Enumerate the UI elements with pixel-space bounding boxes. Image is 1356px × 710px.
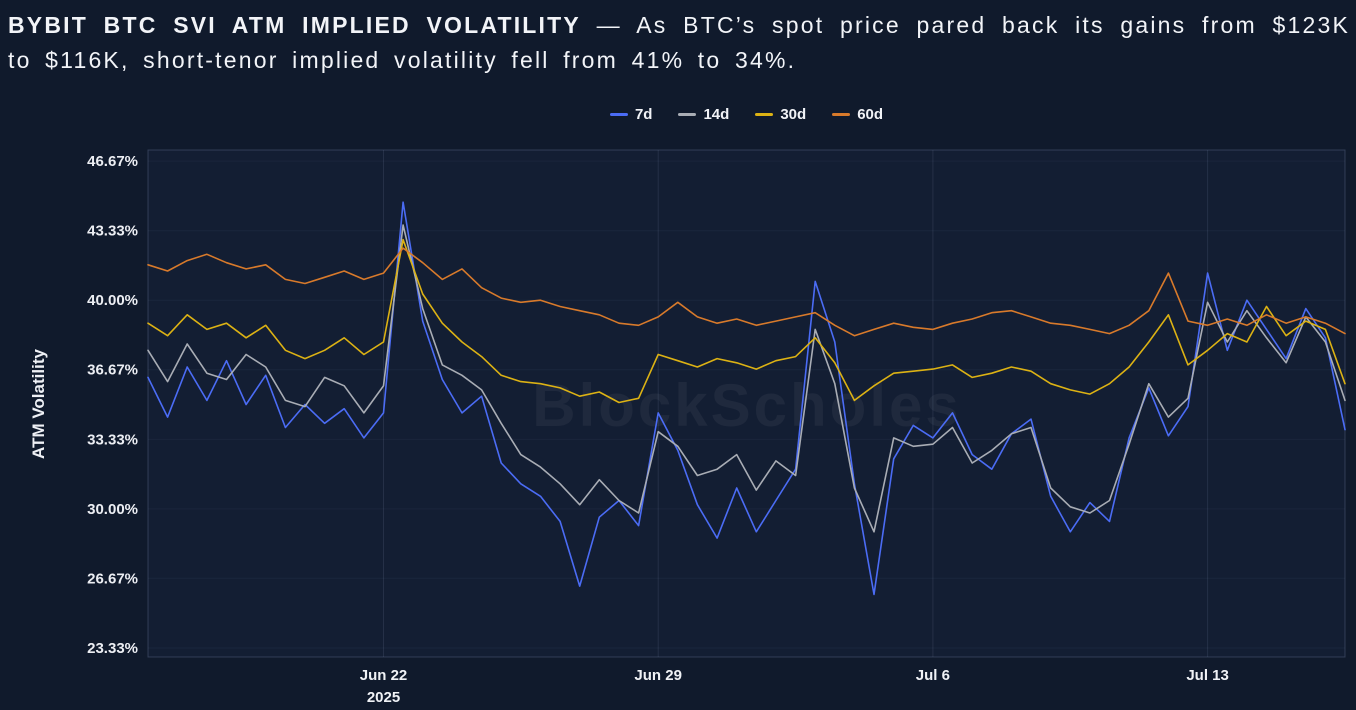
series-line-14d[interactable] — [147, 224, 1346, 533]
y-tick-label: 46.67% — [87, 153, 138, 170]
x-tick-label: Jun 22 — [360, 667, 408, 684]
y-tick-label: 23.33% — [87, 640, 138, 657]
legend-label-60d: 60d — [857, 106, 884, 123]
legend: 7d 14d 30d 60d — [148, 106, 1345, 123]
legend-item-60d[interactable]: 60d — [832, 106, 883, 123]
watermark: BlockScholes — [532, 372, 962, 439]
y-tick-label: 33.33% — [87, 431, 138, 448]
series-line-60d[interactable] — [147, 247, 1346, 337]
x-tick-label: Jun 29 — [634, 667, 682, 684]
legend-label-30d: 30d — [780, 106, 807, 123]
plot-area — [147, 149, 1346, 658]
legend-label-14d: 14d — [703, 106, 730, 123]
y-tick-label: 40.00% — [87, 292, 138, 309]
x-tick-sublabel: 2025 — [367, 689, 400, 706]
x-tick-label: Jul 13 — [1186, 667, 1229, 684]
legend-label-7d: 7d — [634, 106, 653, 123]
legend-item-7d[interactable]: 7d — [609, 106, 653, 123]
y-axis-title: ATM Volatility — [29, 349, 48, 459]
x-tick-label: Jul 6 — [916, 667, 950, 684]
y-tick-label: 36.67% — [87, 362, 138, 379]
y-tick-label: 26.67% — [87, 570, 138, 587]
legend-item-30d[interactable]: 30d — [755, 106, 806, 123]
legend-marker-14d-icon — [678, 113, 697, 116]
volatility-line-chart: 46.67% 43.33% 40.00% 36.67% 33.33% 30.00% 26.6… — [29, 149, 1346, 706]
title-description: — As BTC’s spot price pared back its gai… — [8, 12, 1351, 73]
legend-item-14d[interactable]: 14d — [678, 106, 729, 123]
legend-marker-30d-icon — [755, 113, 774, 116]
legend-marker-60d-icon — [832, 113, 851, 116]
y-tick-label: 30.00% — [87, 501, 138, 518]
legend-marker-7d-icon — [609, 113, 628, 116]
chart-title: BYBIT BTC SVI ATM IMPLIED VOLATILITY — A… — [8, 8, 1350, 78]
title-emphasis: BYBIT BTC SVI ATM IMPLIED VOLATILITY — [8, 12, 581, 38]
series-line-30d[interactable] — [147, 238, 1346, 404]
y-tick-label: 43.33% — [87, 223, 138, 240]
